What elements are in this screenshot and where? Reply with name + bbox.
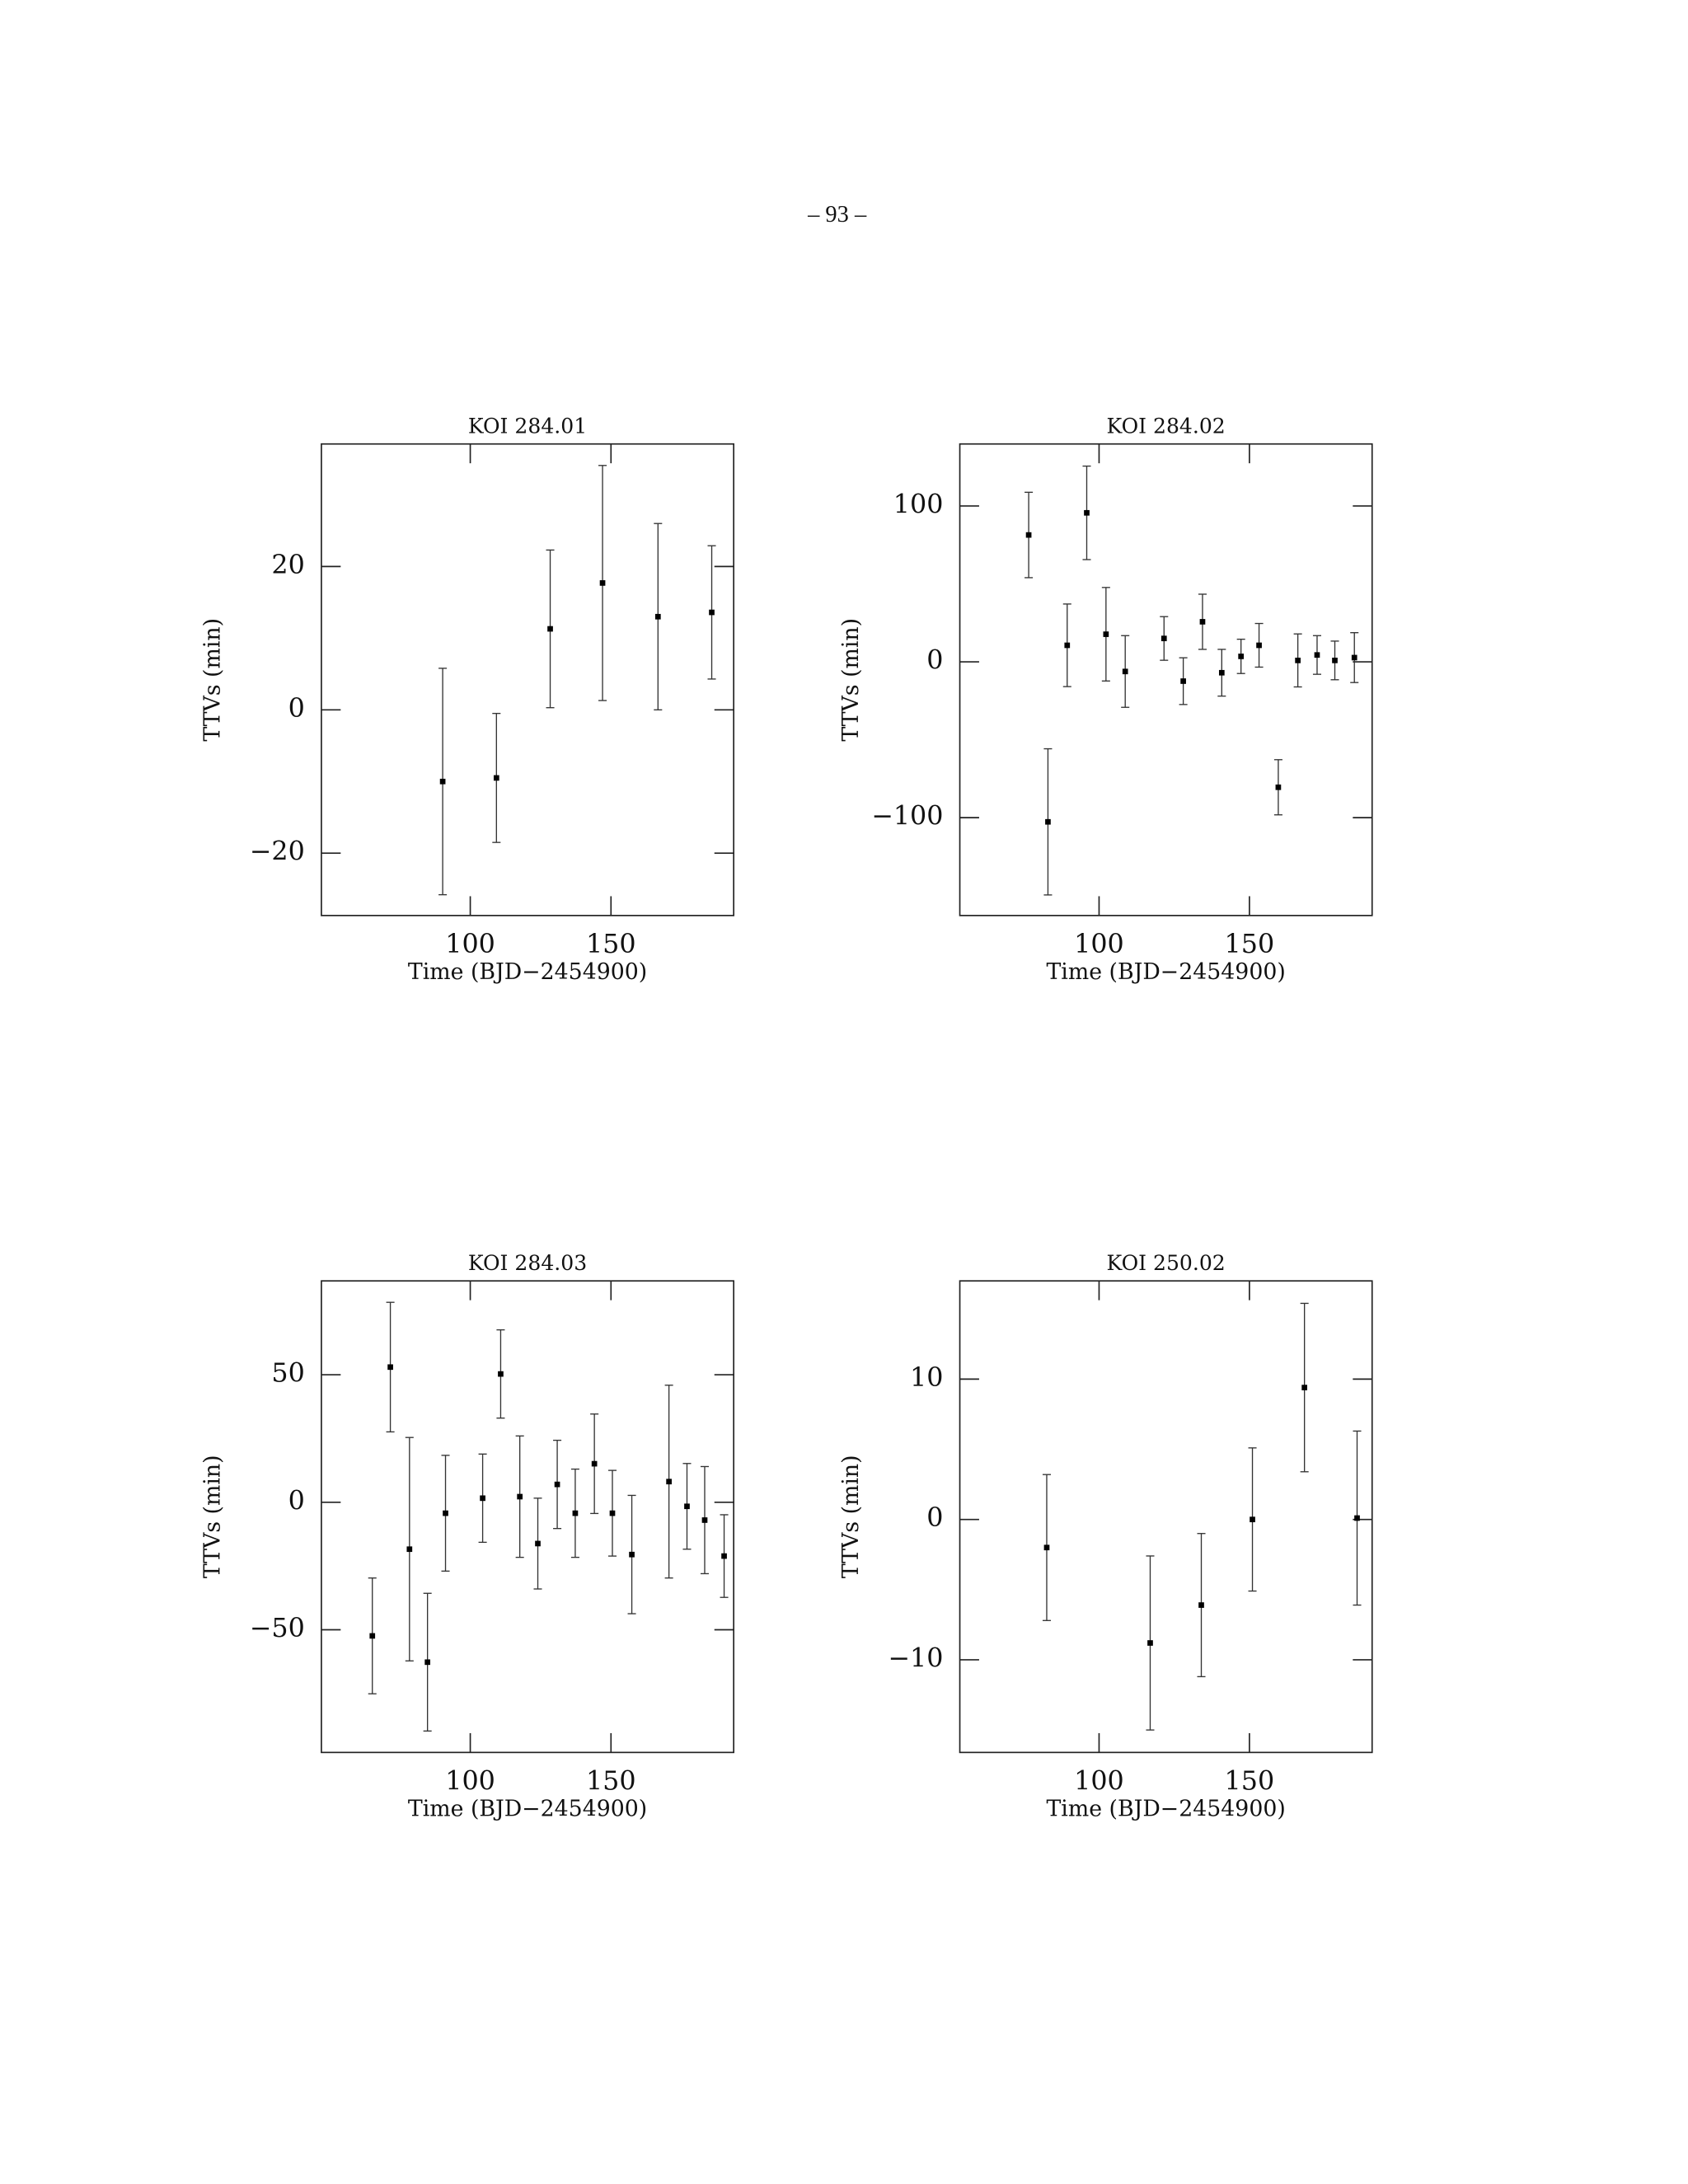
- data-point: [547, 626, 553, 632]
- data-point: [1295, 657, 1301, 663]
- x-tick-label: 100: [1074, 930, 1124, 959]
- data-point: [684, 1503, 690, 1510]
- data-point: [1256, 642, 1262, 649]
- data-point: [1301, 1385, 1308, 1390]
- data-point: [498, 1371, 504, 1377]
- data-point: [1238, 654, 1245, 659]
- data-point: [1064, 642, 1071, 649]
- panel-title: KOI 284.03: [468, 1251, 587, 1275]
- data-point: [1122, 668, 1128, 675]
- panel-title: KOI 250.02: [1107, 1251, 1226, 1275]
- y-tick-label: −100: [871, 802, 943, 832]
- x-axis-label: Time (BJD−2454900): [408, 959, 647, 985]
- y-tick-label: 0: [926, 646, 943, 676]
- y-tick-label: 10: [910, 1363, 943, 1393]
- y-tick-label: 20: [271, 551, 304, 580]
- x-tick-label: 100: [445, 1767, 495, 1797]
- panel: KOI 284.03 Time (BJD−2454900) TTVs (min) 10…: [199, 1251, 734, 1822]
- data-point: [406, 1546, 413, 1553]
- data-point: [1043, 1544, 1050, 1551]
- data-point: [1354, 1515, 1360, 1521]
- x-tick-label: 150: [1225, 1767, 1275, 1797]
- y-axis-label: TTVs (min): [199, 618, 225, 742]
- plot-frame: [959, 443, 1373, 916]
- data-point: [1314, 652, 1320, 658]
- data-point: [387, 1364, 393, 1371]
- data-point: [1351, 654, 1357, 661]
- y-axis-label: TTVs (min): [838, 618, 864, 742]
- panel-title: KOI 284.01: [468, 415, 587, 438]
- panel: KOI 250.02 Time (BJD−2454900) TTVs (min) 10…: [838, 1251, 1373, 1822]
- data-point: [721, 1553, 727, 1559]
- y-tick-label: 0: [926, 1503, 943, 1533]
- x-tick-label: 100: [1074, 1767, 1124, 1797]
- data-point: [591, 1460, 598, 1467]
- data-point: [535, 1540, 541, 1547]
- data-point: [654, 613, 661, 620]
- data-point: [424, 1659, 431, 1666]
- data-point: [1180, 678, 1186, 684]
- y-tick-label: 100: [893, 490, 944, 519]
- data-point: [554, 1481, 560, 1488]
- plot-frame: [321, 443, 734, 916]
- x-tick-label: 150: [1225, 930, 1275, 959]
- data-point: [1199, 619, 1206, 625]
- data-point: [572, 1510, 579, 1516]
- data-point: [439, 778, 446, 785]
- y-tick-label: 0: [288, 694, 305, 724]
- data-point: [1198, 1602, 1204, 1608]
- x-axis-label: Time (BJD−2454900): [1046, 959, 1285, 985]
- data-point: [1025, 532, 1032, 538]
- data-point: [1160, 635, 1167, 642]
- panel: KOI 284.02 Time (BJD−2454900) TTVs (min) 10…: [838, 415, 1373, 985]
- data-point: [599, 580, 606, 586]
- x-axis-label: Time (BJD−2454900): [1046, 1797, 1285, 1822]
- y-tick-label: −10: [888, 1643, 943, 1673]
- data-point: [1045, 818, 1051, 825]
- data-point: [609, 1510, 616, 1516]
- data-point: [1103, 631, 1109, 637]
- x-tick-label: 150: [586, 1767, 636, 1797]
- x-tick-label: 150: [586, 930, 636, 959]
- y-tick-label: 0: [288, 1486, 305, 1516]
- plot-frame: [321, 1280, 734, 1754]
- data-point: [709, 609, 715, 616]
- data-point: [480, 1495, 485, 1502]
- y-tick-label: −20: [250, 837, 305, 867]
- data-point: [517, 1493, 523, 1500]
- data-point: [666, 1479, 672, 1485]
- page-number: – 93 –: [807, 202, 867, 227]
- x-tick-label: 100: [445, 930, 495, 959]
- x-axis-label: Time (BJD−2454900): [408, 1797, 647, 1822]
- data-point: [1218, 669, 1225, 676]
- data-point: [701, 1517, 708, 1523]
- data-point: [443, 1510, 448, 1516]
- data-point: [1147, 1640, 1153, 1646]
- panel: KOI 284.01 Time (BJD−2454900) TTVs (min) 10…: [199, 415, 734, 985]
- data-point: [369, 1633, 376, 1639]
- y-tick-label: −50: [250, 1614, 305, 1643]
- data-point: [1250, 1516, 1255, 1523]
- data-point: [629, 1551, 635, 1558]
- data-point: [1332, 657, 1338, 663]
- panel-title: KOI 284.02: [1107, 415, 1226, 438]
- y-tick-label: 50: [271, 1359, 304, 1389]
- data-point: [493, 775, 499, 781]
- data-point: [1275, 784, 1282, 790]
- data-point: [1084, 509, 1090, 516]
- plot-frame: [959, 1280, 1373, 1754]
- y-axis-label: TTVs (min): [838, 1455, 864, 1578]
- y-axis-label: TTVs (min): [199, 1455, 225, 1578]
